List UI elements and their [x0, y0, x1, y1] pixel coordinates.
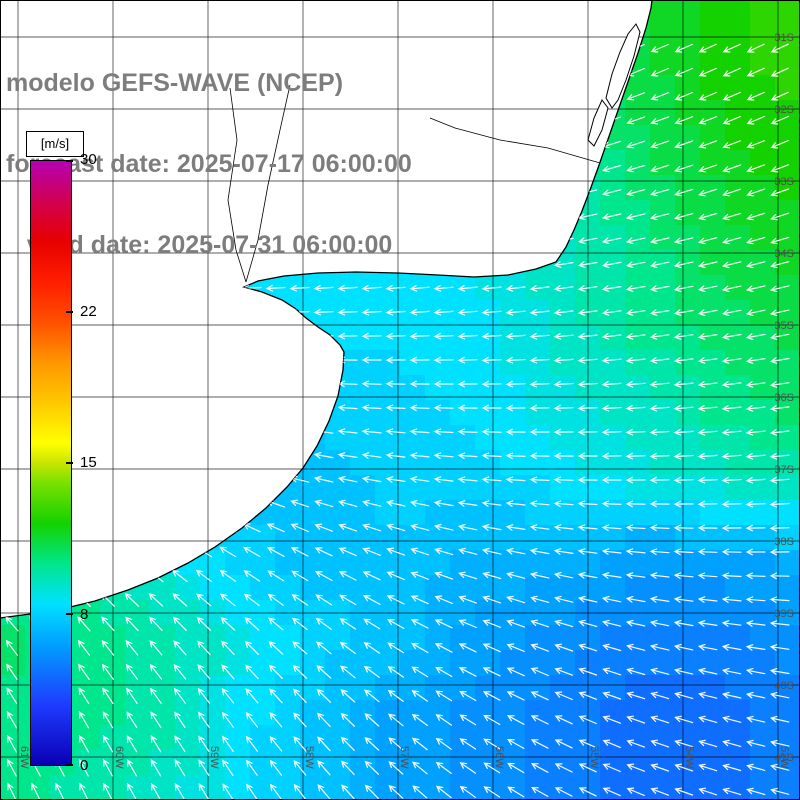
colorbar-unit-label: [m/s]	[26, 131, 84, 157]
colorbar-tick-mark	[66, 764, 73, 766]
lat-label: 35S	[774, 320, 794, 332]
lat-label: 36S	[774, 392, 794, 404]
lat-label: 33S	[774, 176, 794, 188]
lat-label: 34S	[774, 248, 794, 260]
lon-label: 55W	[588, 746, 600, 769]
lon-label: 59W	[208, 746, 220, 769]
colorbar-tick-label: 22	[80, 302, 97, 320]
colorbar-tick-mark	[66, 462, 73, 464]
lat-label: 41S	[774, 752, 794, 764]
lon-label: 58W	[303, 746, 315, 769]
lat-label: 37S	[774, 464, 794, 476]
lat-label: 38S	[774, 536, 794, 548]
lat-label: 31S	[774, 32, 794, 44]
graticule-labels: 31S 32S 33S 34S 35S 36S 37S 38S 39S 40S 41S 61W 60W 5…	[18, 32, 794, 769]
colorbar-tick-label: 8	[80, 605, 89, 623]
colorbar-tick-mark	[66, 160, 73, 162]
lagoon-outline	[605, 23, 641, 109]
valid-date: valid date: 2025-07-31 06:00:00	[6, 231, 393, 259]
lon-label: 56W	[493, 746, 505, 769]
colorbar-tick-label: 15	[80, 454, 97, 471]
lon-label: 57W	[398, 746, 410, 769]
lon-label: 53W	[778, 746, 790, 769]
lagoon-outline	[587, 99, 609, 147]
lon-label: 54W	[683, 746, 695, 769]
colorbar-tick-label: 0	[80, 757, 89, 774]
colorbar-tick-label: 30	[80, 151, 97, 168]
river-border-line	[227, 87, 247, 283]
model-name: modelo GEFS-WAVE (NCEP)	[6, 69, 344, 97]
lon-label: 61W	[18, 746, 30, 769]
river-border-line	[429, 117, 601, 164]
lon-label: 60W	[113, 746, 125, 769]
colorbar: 30 22 15 8 0	[30, 151, 102, 774]
lat-label: 39S	[774, 608, 794, 620]
lat-label: 40S	[774, 680, 794, 692]
colorbar-tick-mark	[66, 613, 73, 615]
river-border-line	[245, 84, 291, 283]
colorbar-tick-mark	[66, 311, 73, 313]
lat-label: 32S	[774, 104, 794, 116]
coastline	[0, 0, 653, 619]
